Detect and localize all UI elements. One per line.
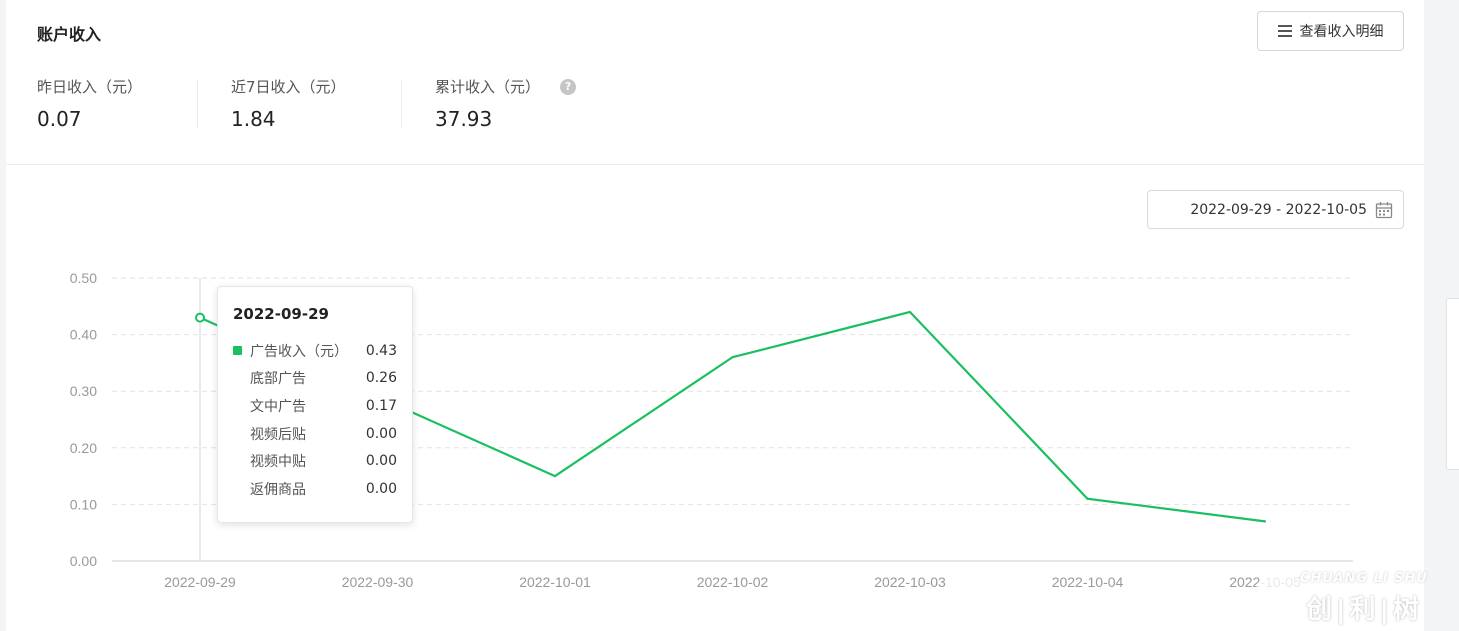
y-tick-label: 0.30 bbox=[70, 383, 97, 399]
stat-label: 近7日收入（元） bbox=[231, 78, 346, 96]
tooltip-row: 视频后贴 0.00 bbox=[233, 420, 397, 448]
view-income-detail-button[interactable]: 查看收入明细 bbox=[1257, 11, 1404, 51]
tooltip-row-label: 底部广告 bbox=[250, 371, 306, 388]
stat-label: 累计收入（元）? bbox=[435, 76, 627, 97]
data-point bbox=[731, 356, 734, 359]
y-tick-label: 0.10 bbox=[70, 496, 97, 512]
tooltip-row-value: 0.00 bbox=[365, 453, 397, 470]
tooltip-row-label: 视频后贴 bbox=[250, 426, 306, 443]
stat-label-text: 累计收入（元） bbox=[435, 78, 541, 96]
date-range-picker[interactable]: 2022-09-29 - 2022-10-05 bbox=[1147, 190, 1404, 229]
page-title: 账户收入 bbox=[37, 25, 102, 44]
data-point bbox=[908, 310, 912, 314]
tooltip-rows: 广告收入（元） 0.43 底部广告 0.26 文中广告 0.17 视频后贴 0.00 视频中贴 0… bbox=[233, 337, 397, 503]
data-point bbox=[1263, 520, 1267, 523]
view-income-detail-label: 查看收入明细 bbox=[1299, 24, 1384, 40]
tooltip-row: 返佣商品 0.00 bbox=[233, 475, 397, 503]
x-tick-label: 2022-10-03 bbox=[874, 574, 946, 590]
menu-icon bbox=[1277, 25, 1292, 37]
x-tick-label: 2022-09-29 bbox=[164, 574, 236, 590]
stat-divider bbox=[401, 80, 402, 128]
income-stats: 昨日收入（元） 0.07 近7日收入（元） 1.84 累计收入（元）? 37.9… bbox=[37, 76, 675, 132]
tooltip-row-label: 广告收入（元） bbox=[250, 343, 348, 360]
tooltip-row: 底部广告 0.26 bbox=[233, 365, 397, 393]
tooltip-date: 2022-09-29 bbox=[233, 305, 329, 323]
stat-last-7-days: 近7日收入（元） 1.84 bbox=[231, 76, 435, 132]
section-divider bbox=[6, 164, 1424, 165]
date-range-text: 2022-09-29 - 2022-10-05 bbox=[1190, 201, 1367, 218]
side-panel-tab[interactable] bbox=[1446, 298, 1459, 470]
tooltip-row-value: 0.00 bbox=[365, 425, 397, 442]
tooltip-row-value: 0.43 bbox=[365, 342, 397, 359]
tooltip-row-label: 视频中贴 bbox=[250, 454, 306, 471]
tooltip-row-value: 0.26 bbox=[365, 370, 397, 387]
tooltip-row-value: 0.00 bbox=[365, 480, 397, 497]
stat-value: 1.84 bbox=[231, 107, 276, 131]
tooltip-row-label: 文中广告 bbox=[250, 398, 306, 415]
data-point-active bbox=[195, 312, 205, 323]
x-tick-label: 2022-10-02 bbox=[697, 574, 769, 590]
x-tick-label: 2022-10-05 bbox=[1229, 574, 1301, 590]
y-tick-label: 0.40 bbox=[70, 327, 97, 343]
tooltip-row: 文中广告 0.17 bbox=[233, 392, 397, 420]
help-icon[interactable]: ? bbox=[560, 79, 577, 95]
stat-value: 0.07 bbox=[37, 107, 82, 131]
y-tick-label: 0.50 bbox=[70, 270, 97, 286]
calendar-icon bbox=[1375, 201, 1393, 218]
tooltip-row-label: 返佣商品 bbox=[250, 481, 306, 498]
stat-total: 累计收入（元）? 37.93 bbox=[435, 76, 675, 132]
stat-yesterday: 昨日收入（元） 0.07 bbox=[37, 76, 231, 132]
x-tick-label: 2022-10-04 bbox=[1052, 574, 1124, 590]
y-tick-label: 0.00 bbox=[70, 553, 97, 569]
stat-label: 昨日收入（元） bbox=[37, 78, 143, 96]
tooltip-row: 广告收入（元） 0.43 bbox=[233, 337, 397, 365]
data-point bbox=[1086, 497, 1089, 500]
x-tick-label: 2022-10-01 bbox=[519, 574, 591, 590]
stat-divider bbox=[197, 80, 198, 128]
tooltip-row: 视频中贴 0.00 bbox=[233, 447, 397, 475]
tooltip-row-value: 0.17 bbox=[365, 397, 397, 414]
x-tick-label: 2022-09-30 bbox=[342, 574, 414, 590]
stat-value: 37.93 bbox=[435, 107, 493, 131]
y-tick-label: 0.20 bbox=[70, 440, 97, 456]
series-marker bbox=[233, 346, 242, 356]
chart-tooltip: 2022-09-29 广告收入（元） 0.43 底部广告 0.26 文中广告 0.17 视频… bbox=[217, 286, 413, 523]
data-point bbox=[553, 475, 557, 478]
